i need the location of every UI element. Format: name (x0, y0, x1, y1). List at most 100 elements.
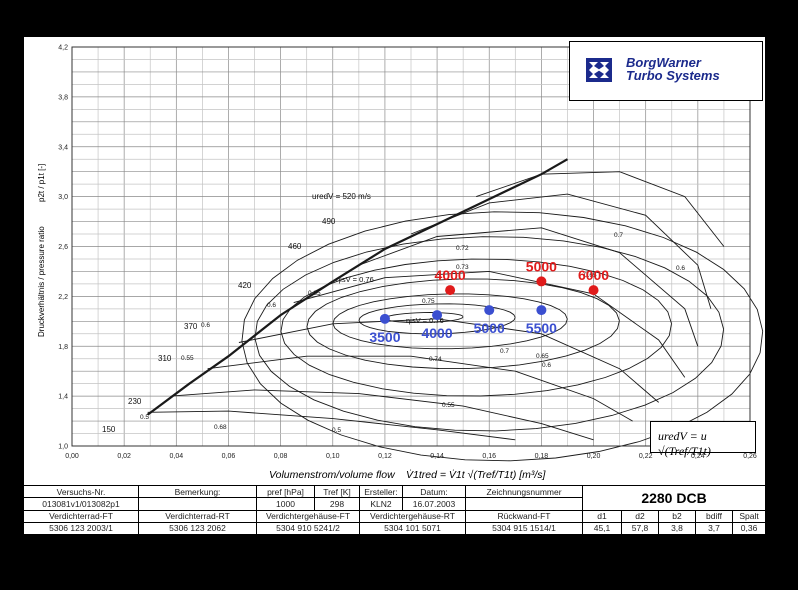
info-cell: 16.07.2003 (402, 497, 466, 511)
info-cell: Verdichtergehäuse-FT (256, 509, 360, 523)
x-axis-label: Volumenstrom/volume flow (269, 469, 396, 481)
info-row-4: 5306 123 2003/1 5306 123 2062 5304 910 5… (23, 521, 767, 536)
info-cell (138, 497, 257, 511)
speed-line-label: 420 (238, 281, 252, 290)
efficiency-label: 0.6 (676, 265, 685, 272)
efficiency-label-inner: ηisV = 0.76 (406, 316, 444, 325)
chart-points: 4000 5000 6000 3500 4000 5000 5500 (369, 258, 609, 344)
info-cell: Tref [K] (314, 484, 360, 499)
y-axis-symbol: p2t / p1t [-] (37, 164, 46, 202)
info-cell: Verdichterrad-RT (138, 509, 257, 523)
formula-text: uredV = u √(Tref/T1t) (658, 429, 711, 458)
info-cell: 3,7 (695, 521, 733, 536)
speed-line (147, 410, 516, 441)
info-cell: Ersteller: (359, 484, 403, 499)
chart-curves (146, 158, 764, 462)
operating-point-label: 3500 (369, 329, 400, 345)
info-cell: 013081v1/013082p1 (23, 497, 139, 511)
info-cell (465, 497, 583, 511)
speed-line-label: 490 (322, 217, 336, 226)
x-axis-formula: V̇1tred = V̇1t √(Tref/T1t) [m³/s] (406, 468, 547, 481)
x-tick-label: 0,18 (535, 453, 549, 460)
info-table: Versuchs-Nr. Bemerkung: pref [hPa] Tref … (23, 484, 767, 536)
operating-point-label: 5500 (526, 320, 557, 336)
info-row-2: 013081v1/013082p1 1000 298 KLN2 16.07.20… (23, 497, 766, 511)
efficiency-label-top: ηisV = 0.76 (336, 275, 374, 284)
y-axis-label: Druckverhältnis / pressure ratio (37, 226, 46, 337)
operating-point-label: 4000 (421, 325, 452, 341)
info-cell: 5304 101 5071 (359, 521, 466, 536)
info-cell: 5304 915 1514/1 (465, 521, 583, 536)
operating-point (445, 285, 456, 296)
speed-line (171, 389, 594, 441)
operating-point-label: 5000 (474, 320, 505, 336)
efficiency-label: 0.7 (614, 232, 623, 239)
y-tick-label: 3,4 (58, 144, 68, 151)
compressor-map-chart: 0,00 0,02 0,04 0,06 0,08 0,10 0,12 0,14 0,16 0,18… (37, 45, 764, 482)
efficiency-label: 0.74 (429, 356, 442, 363)
speed-line-label: 370 (184, 322, 198, 331)
x-tick-label: 0,22 (639, 453, 653, 460)
efficiency-island (280, 258, 672, 397)
efficiency-label: 0.55 (442, 402, 455, 409)
efficiency-label: 0.5 (332, 427, 341, 434)
operating-point-label: 6000 (578, 267, 609, 283)
info-cell: 5306 123 2003/1 (23, 521, 139, 536)
info-row-3: Verdichterrad-FT Verdichterrad-RT Verdic… (23, 509, 767, 523)
speed-line (476, 171, 725, 247)
efficiency-label: 0.75 (422, 298, 435, 305)
efficiency-label: 0.6 (542, 362, 551, 369)
info-cell: 3,8 (658, 521, 696, 536)
map-title: 2280 DCB (581, 485, 767, 511)
operating-point (432, 310, 443, 321)
info-cell: pref [hPa] (256, 484, 315, 499)
info-cell: bdiff (695, 509, 733, 523)
x-tick-label: 0,14 (430, 453, 444, 460)
x-tick-label: 0,20 (587, 453, 601, 460)
y-tick-label: 4,2 (58, 45, 68, 52)
chart-axes: 0,00 0,02 0,04 0,06 0,08 0,10 0,12 0,14 0,16 0,18… (37, 45, 757, 482)
x-tick-label: 0,04 (169, 453, 183, 460)
y-tick-label: 1,4 (58, 394, 68, 401)
efficiency-label: 0.55 (181, 355, 194, 362)
y-tick-label: 3,8 (58, 94, 68, 101)
info-cell: Verdichterrad-FT (23, 509, 139, 523)
info-cell: KLN2 (359, 497, 403, 511)
speed-line-label: 230 (128, 397, 142, 406)
operating-point (536, 276, 547, 287)
plot-frame (71, 46, 751, 447)
y-tick-label: 1,0 (58, 444, 68, 451)
efficiency-label: 0.6 (267, 302, 276, 309)
info-cell: 0,36 (731, 521, 767, 536)
efficiency-label: 0.68 (214, 424, 227, 431)
info-cell: d2 (621, 509, 659, 523)
y-tick-label: 3,0 (58, 194, 68, 201)
operating-point (536, 305, 547, 316)
y-tick-label: 2,6 (58, 244, 68, 251)
x-tick-label: 0,02 (117, 453, 131, 460)
speed-line-label: 460 (288, 242, 302, 251)
info-cell: Zeichnungsnummer (465, 484, 583, 499)
logo-line-1: BorgWarner (626, 55, 701, 70)
x-tick-label: 0,26 (743, 453, 757, 460)
compressor-map-sheet: 0,00 0,02 0,04 0,06 0,08 0,10 0,12 0,14 0,16 0,18… (24, 37, 765, 534)
efficiency-label: 0.73 (456, 264, 469, 271)
operating-point-label: 4000 (435, 267, 466, 283)
speed-line-label: 150 (102, 425, 116, 434)
x-tick-label: 0,24 (691, 453, 705, 460)
efficiency-island (332, 293, 568, 350)
borgwarner-logo-icon (586, 58, 612, 82)
x-tick-label: 0,16 (482, 453, 496, 460)
x-tick-label: 0,12 (378, 453, 392, 460)
speed-line (238, 318, 659, 403)
info-cell: Spalt (731, 509, 767, 523)
y-tick-label: 1,8 (58, 344, 68, 351)
efficiency-island (241, 211, 764, 462)
efficiency-island (254, 236, 725, 432)
info-cell: 45,1 (582, 521, 622, 536)
speed-unit-label: uredV = 520 m/s (312, 192, 371, 201)
info-cell: 1000 (256, 497, 315, 511)
info-cell: Verdichtergehäuse-RT (359, 509, 466, 523)
info-cell: 5304 910 5241/2 (256, 521, 360, 536)
logo-line-2: Turbo Systems (626, 68, 720, 83)
